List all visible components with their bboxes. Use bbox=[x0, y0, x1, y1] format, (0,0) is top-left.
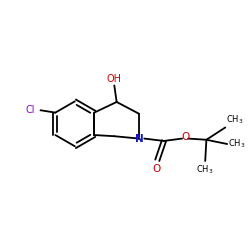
Text: O: O bbox=[153, 164, 161, 174]
Text: O: O bbox=[181, 132, 189, 142]
Text: CH$_3$: CH$_3$ bbox=[196, 164, 214, 176]
Text: N: N bbox=[135, 134, 143, 143]
Text: OH: OH bbox=[107, 74, 122, 84]
Text: CH$_3$: CH$_3$ bbox=[228, 138, 246, 150]
Text: Cl: Cl bbox=[26, 105, 35, 115]
Text: CH$_3$: CH$_3$ bbox=[226, 113, 244, 126]
